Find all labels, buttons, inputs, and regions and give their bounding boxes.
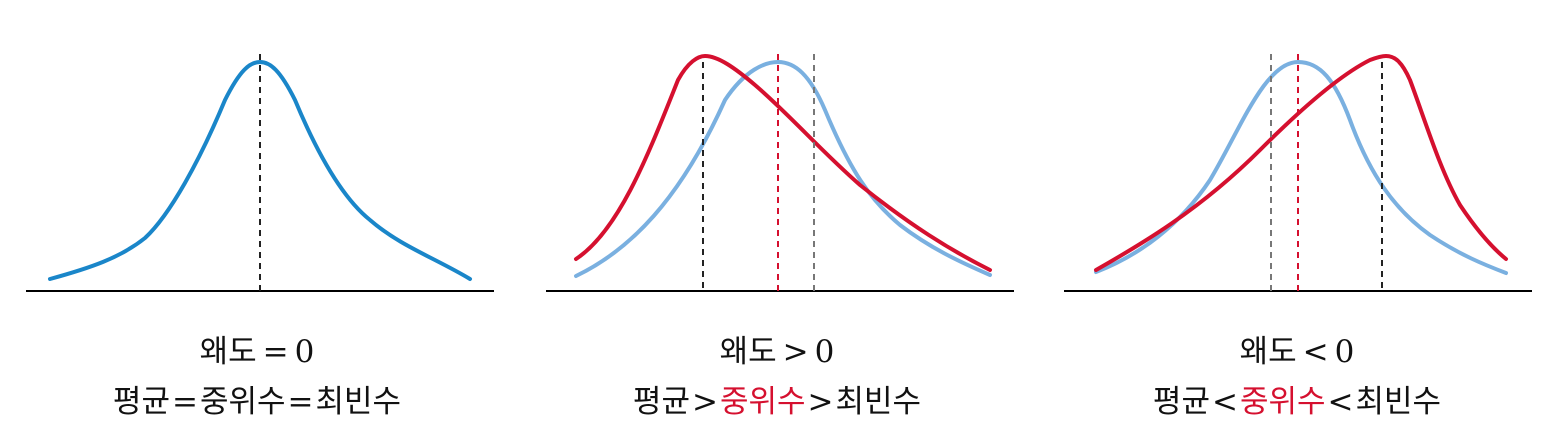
- skewness-label: 왜도 = 0: [0, 326, 514, 371]
- positive-skew-curve: [574, 54, 992, 272]
- skew-value: 0: [1334, 334, 1355, 370]
- relation-operator-1: =: [171, 384, 198, 420]
- panel-positive-skew: 왜도 >0 평균>중위수>최빈수: [520, 0, 1034, 446]
- skew-word: 왜도: [719, 334, 777, 370]
- symmetric-plot: [26, 54, 494, 292]
- mode-label: 최빈수: [315, 384, 402, 420]
- positive-skew-plot: [546, 54, 1014, 292]
- relation-operator-2: >: [807, 384, 834, 420]
- mean-label: 평균: [112, 384, 170, 420]
- negative-skew-plot: [1064, 54, 1532, 292]
- relation-operator-1: >: [691, 384, 718, 420]
- mode-label: 최빈수: [835, 384, 922, 420]
- median-label: 중위수: [199, 384, 286, 420]
- median-label: 중위수: [1239, 384, 1326, 420]
- symmetric-distribution-curve: [48, 60, 472, 281]
- mean-label: 평균: [632, 384, 690, 420]
- reference-normal-curve: [1094, 60, 1508, 275]
- mode-label: 최빈수: [1355, 384, 1442, 420]
- reference-normal-curve: [574, 60, 992, 278]
- mean-label: 평균: [1152, 384, 1210, 420]
- skew-word: 왜도: [1239, 334, 1297, 370]
- median-label: 중위수: [719, 384, 806, 420]
- skewness-label: 왜도 >0: [520, 326, 1034, 371]
- relation-operator-2: <: [1327, 384, 1354, 420]
- skew-operator: =: [262, 334, 289, 370]
- central-tendency-relation: 평균>중위수>최빈수: [520, 376, 1034, 421]
- relation-operator-2: =: [287, 384, 314, 420]
- skew-operator: >: [782, 334, 809, 370]
- skew-operator: <: [1302, 334, 1329, 370]
- skew-value: 0: [294, 334, 315, 370]
- central-tendency-relation: 평균=중위수=최빈수: [0, 376, 514, 421]
- skewness-label: 왜도 <0: [1040, 326, 1542, 371]
- skew-value: 0: [814, 334, 835, 370]
- relation-operator-1: <: [1211, 384, 1238, 420]
- skew-word: 왜도: [199, 334, 257, 370]
- central-tendency-relation: 평균<중위수<최빈수: [1040, 376, 1542, 421]
- panel-symmetric: 왜도 = 0 평균=중위수=최빈수: [0, 0, 514, 446]
- negative-skew-curve: [1094, 54, 1508, 272]
- panel-negative-skew: 왜도 <0 평균<중위수<최빈수: [1040, 0, 1542, 446]
